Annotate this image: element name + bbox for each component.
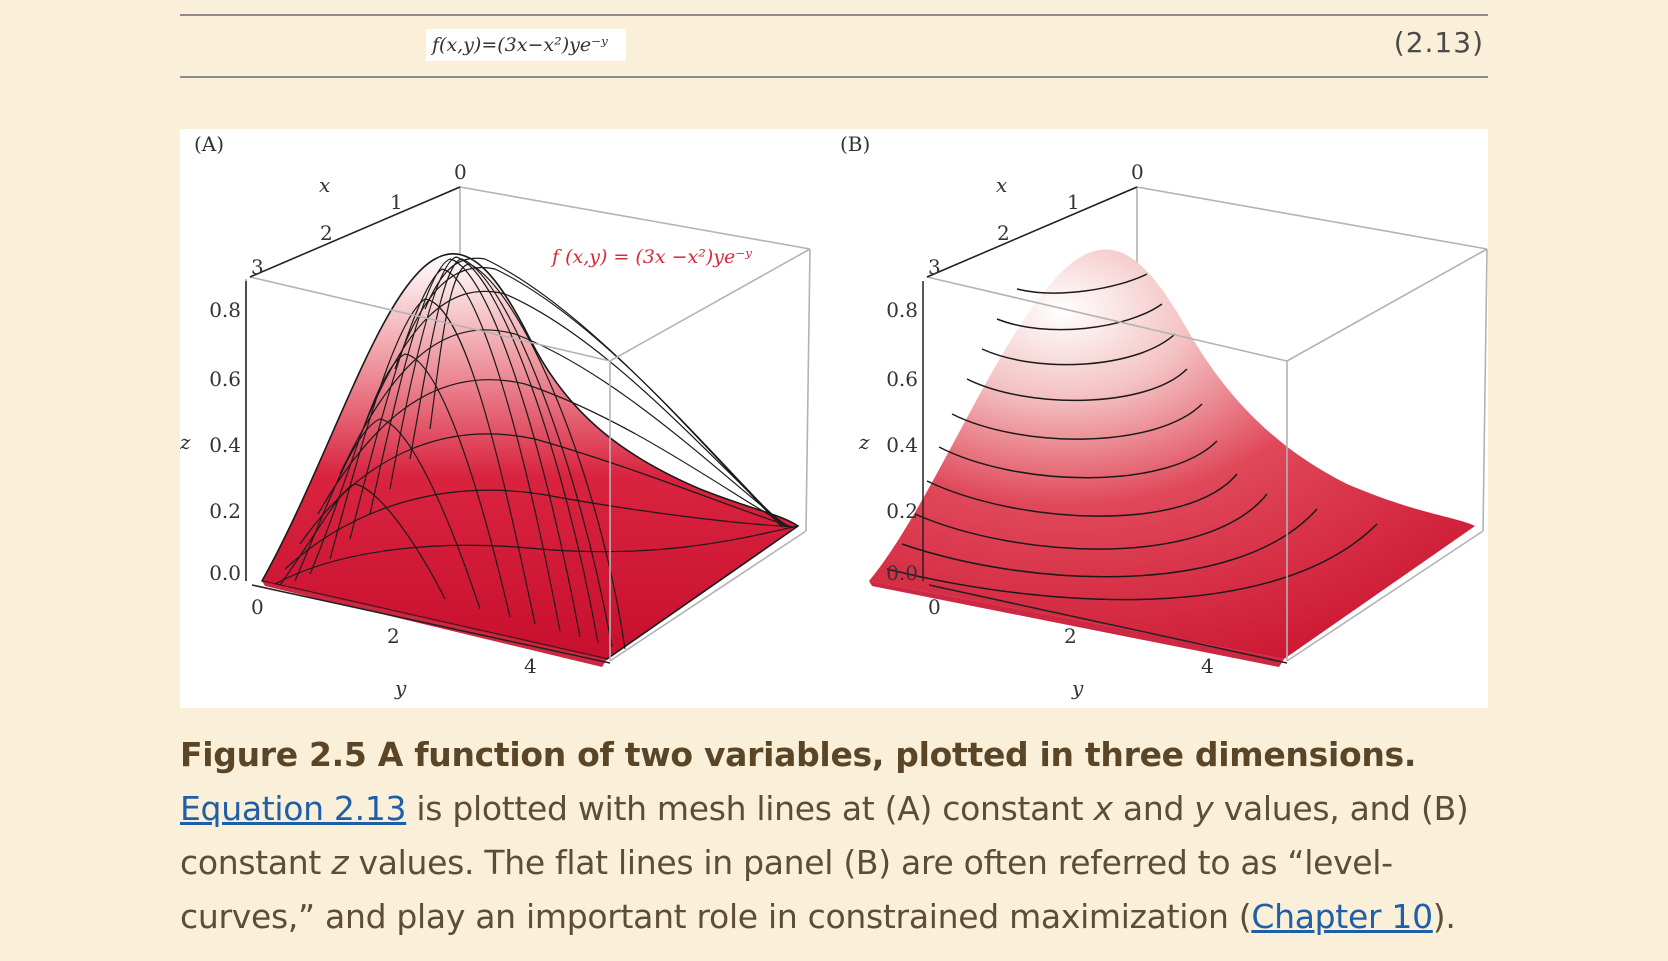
panel-b: (B) bbox=[840, 132, 1488, 700]
z-tick-0.6: 0.6 bbox=[886, 367, 918, 391]
x-tick-1: 1 bbox=[1067, 190, 1080, 214]
caption-text-1: is plotted with mesh lines at (A) consta… bbox=[406, 789, 1094, 828]
panel-b-label: (B) bbox=[840, 132, 870, 156]
equation-block: f(x,y)=(3x−x²)ye⁻ʸ (2.13) bbox=[180, 14, 1488, 78]
caption-var-x: x bbox=[1093, 789, 1113, 828]
panel-b-x-ticks: 0 1 2 3 bbox=[928, 160, 1144, 279]
panel-a-x-ticks: 0 1 2 3 bbox=[251, 160, 467, 279]
caption-title: Figure 2.5 A function of two variables, … bbox=[180, 735, 1417, 774]
y-tick-2: 2 bbox=[387, 624, 400, 648]
panel-a-z-ticks: 0.0 0.2 0.4 0.6 0.8 bbox=[209, 298, 241, 585]
x-tick-3: 3 bbox=[928, 255, 941, 279]
caption-text-3: values, and (B) constant bbox=[180, 789, 1469, 882]
z-tick-0.6: 0.6 bbox=[209, 367, 241, 391]
z-tick-0.2: 0.2 bbox=[886, 499, 918, 523]
figure-2-5: (A) bbox=[180, 129, 1488, 708]
panel-a-y-label: y bbox=[394, 676, 407, 700]
z-tick-0.0: 0.0 bbox=[886, 561, 918, 585]
figure-caption: Figure 2.5 A function of two variables, … bbox=[180, 728, 1490, 944]
equation-image: f(x,y)=(3x−x²)ye⁻ʸ bbox=[426, 29, 626, 61]
z-tick-0.4: 0.4 bbox=[886, 433, 918, 457]
panel-b-x-label: x bbox=[996, 173, 1007, 197]
caption-text-5: ). bbox=[1432, 897, 1456, 936]
y-tick-0: 0 bbox=[928, 595, 941, 619]
y-tick-2: 2 bbox=[1064, 624, 1077, 648]
panel-b-y-ticks: 0 2 4 bbox=[928, 595, 1214, 678]
panel-b-axes bbox=[922, 186, 1288, 664]
panel-a: (A) bbox=[180, 132, 811, 700]
panel-b-box-front bbox=[926, 248, 1488, 662]
panel-b-z-label: z bbox=[858, 430, 870, 454]
caption-var-z: z bbox=[331, 843, 349, 882]
panel-a-x-label: x bbox=[319, 173, 330, 197]
z-tick-0.4: 0.4 bbox=[209, 433, 241, 457]
x-tick-2: 2 bbox=[997, 221, 1010, 245]
panel-a-y-ticks: 0 2 4 bbox=[251, 595, 537, 678]
panel-b-level-curves bbox=[886, 273, 1378, 601]
z-tick-0.8: 0.8 bbox=[209, 298, 241, 322]
panel-a-mesh-x bbox=[274, 257, 799, 585]
panel-b-z-ticks: 0.0 0.2 0.4 0.6 0.8 bbox=[886, 298, 918, 585]
x-tick-0: 0 bbox=[1131, 160, 1144, 184]
x-tick-3: 3 bbox=[251, 255, 264, 279]
figure-svg: (A) bbox=[180, 132, 1488, 700]
chapter-link[interactable]: Chapter 10 bbox=[1251, 897, 1433, 936]
panel-a-function-label: f (x,y) = (3x −x²)ye⁻ʸ bbox=[550, 246, 752, 268]
panel-a-surface bbox=[260, 253, 800, 660]
panel-a-z-label: z bbox=[180, 430, 191, 454]
panel-b-y-label: y bbox=[1071, 676, 1084, 700]
y-tick-0: 0 bbox=[251, 595, 264, 619]
caption-text-2: and bbox=[1112, 789, 1195, 828]
panel-b-surface bbox=[869, 249, 1475, 659]
panel-a-label: (A) bbox=[194, 132, 224, 156]
y-tick-4: 4 bbox=[524, 654, 537, 678]
panel-a-axes bbox=[245, 186, 611, 664]
y-tick-4: 4 bbox=[1201, 654, 1214, 678]
equation-number: (2.13) bbox=[1393, 26, 1484, 59]
x-tick-1: 1 bbox=[390, 190, 403, 214]
z-tick-0.8: 0.8 bbox=[886, 298, 918, 322]
z-tick-0.2: 0.2 bbox=[209, 499, 241, 523]
caption-var-y: y bbox=[1194, 789, 1214, 828]
equation-link[interactable]: Equation 2.13 bbox=[180, 789, 407, 828]
x-tick-2: 2 bbox=[320, 221, 333, 245]
z-tick-0.0: 0.0 bbox=[209, 561, 241, 585]
x-tick-0: 0 bbox=[454, 160, 467, 184]
caption-text-4: values. The flat lines in panel (B) are … bbox=[180, 843, 1393, 936]
